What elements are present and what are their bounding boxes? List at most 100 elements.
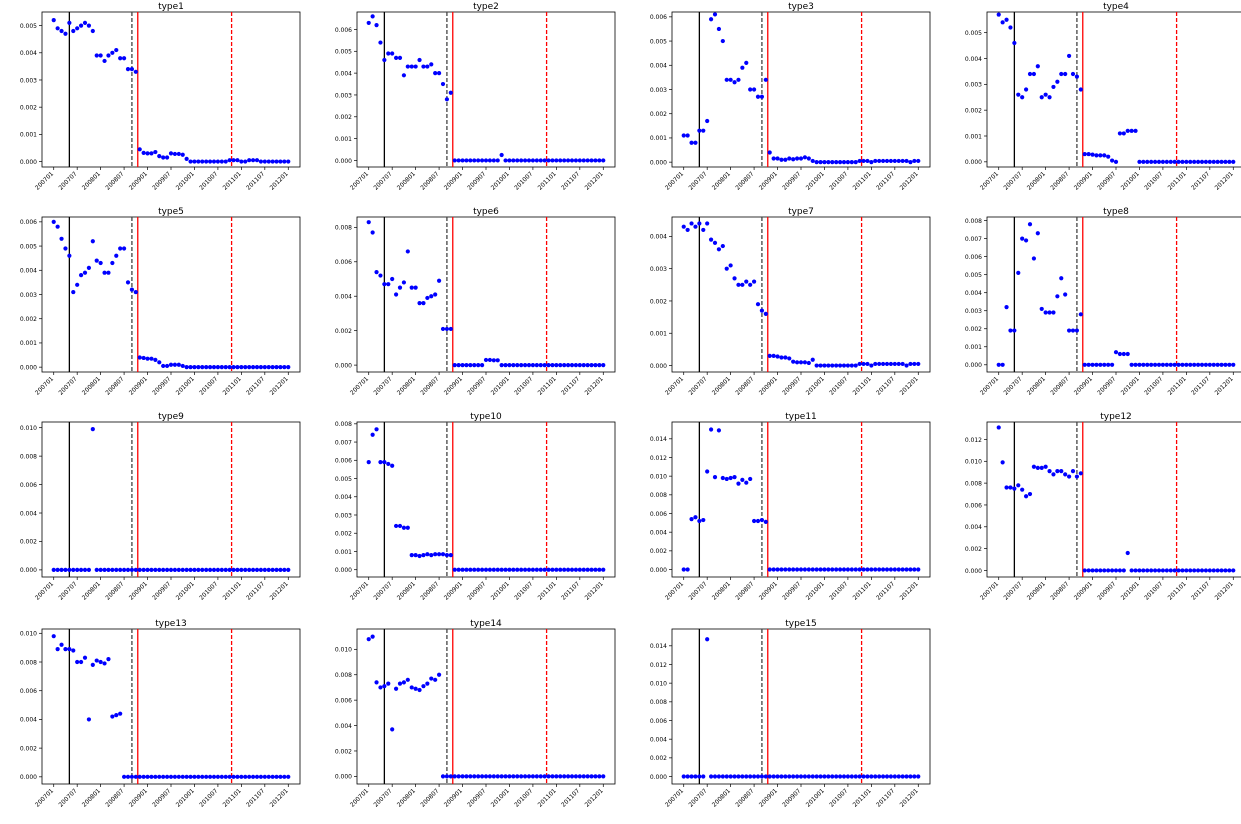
x-tick-label: 200901 <box>758 787 779 808</box>
data-point <box>235 774 240 779</box>
x-tick-label: 200901 <box>443 787 464 808</box>
data-point <box>577 774 582 779</box>
data-point <box>495 567 500 572</box>
y-tick-label: 0.004 <box>650 234 667 241</box>
data-point <box>837 363 843 368</box>
data-point <box>716 428 722 433</box>
y-tick-label: 0.005 <box>650 38 667 45</box>
data-point <box>425 64 430 69</box>
data-point <box>207 774 213 779</box>
data-point <box>262 365 267 370</box>
data-point <box>685 227 690 233</box>
data-point <box>601 363 606 368</box>
x-tick-label: 201201 <box>899 580 920 601</box>
data-point <box>243 774 248 779</box>
x-tick-label: 200701 <box>349 170 370 191</box>
data-point <box>55 646 60 652</box>
data-point <box>98 659 103 665</box>
data-point <box>826 160 831 165</box>
data-point <box>390 51 395 56</box>
data-point <box>1180 568 1185 573</box>
data-point <box>278 159 283 164</box>
data-point <box>1020 236 1025 241</box>
data-point <box>397 285 403 290</box>
y-tick-label: 0.007 <box>965 236 982 243</box>
data-point <box>1176 159 1181 164</box>
y-tick-label: 0.004 <box>965 290 982 297</box>
x-tick-label: 200907 <box>466 787 487 808</box>
data-point <box>239 365 244 370</box>
data-point <box>1117 568 1123 573</box>
x-tick-label: 200901 <box>758 580 779 601</box>
data-point <box>413 64 418 69</box>
data-point <box>1047 310 1052 315</box>
data-point <box>1016 270 1021 275</box>
plot-frame <box>356 421 616 578</box>
x-tick-label: 200701 <box>34 170 55 191</box>
data-point <box>366 220 371 225</box>
data-point <box>262 774 267 779</box>
data-point <box>1016 92 1021 97</box>
data-point <box>1176 568 1181 573</box>
chart-title: type1 <box>158 2 184 12</box>
data-point <box>176 151 181 157</box>
data-point <box>366 20 371 26</box>
data-point <box>118 56 123 61</box>
chart-title: type7 <box>788 207 814 217</box>
data-point <box>802 774 808 779</box>
data-point <box>589 774 594 779</box>
data-point <box>266 159 271 164</box>
data-point <box>1098 153 1103 158</box>
data-point <box>767 567 772 572</box>
data-point <box>546 567 551 572</box>
chart-panel-type5: type5 0.000 0.001 0.002 0.003 0.004 0.005 0.006… <box>0 205 310 410</box>
data-point <box>464 158 469 163</box>
data-point <box>1211 568 1216 573</box>
data-point <box>460 158 465 163</box>
data-point <box>1082 568 1087 573</box>
data-point <box>495 158 500 163</box>
x-tick-label: 201001 <box>175 375 196 396</box>
data-point <box>1211 159 1216 164</box>
x-tick-label: 200901 <box>1073 170 1094 191</box>
data-point <box>1031 464 1037 469</box>
data-point <box>1094 568 1099 573</box>
data-point <box>452 774 457 779</box>
chart-svg: type1 0.000 0.001 0.002 0.003 0.004 0.005 20070… <box>20 2 301 192</box>
data-point <box>421 553 426 558</box>
data-point <box>219 365 224 370</box>
data-point <box>239 567 244 572</box>
y-tick-label: 0.005 <box>335 476 352 483</box>
data-point <box>1168 568 1173 573</box>
data-point <box>82 655 88 660</box>
data-point <box>736 774 741 779</box>
data-point <box>254 158 260 163</box>
data-point <box>526 774 532 779</box>
data-point <box>522 158 528 163</box>
data-point <box>1027 71 1033 77</box>
data-point <box>393 55 399 60</box>
data-point <box>873 774 878 779</box>
data-point <box>845 160 851 165</box>
x-tick-label: 200707 <box>372 170 393 191</box>
data-point <box>744 774 749 779</box>
y-tick-label: 0.002 <box>335 114 352 121</box>
y-tick-label: 0.008 <box>650 492 667 499</box>
data-point <box>597 567 602 572</box>
data-point <box>565 363 571 368</box>
data-point <box>153 567 158 572</box>
x-tick-label: 200701 <box>349 375 370 396</box>
data-point <box>569 158 575 163</box>
data-point <box>798 360 804 365</box>
data-point <box>1188 568 1193 573</box>
data-point <box>908 567 913 572</box>
data-point <box>857 774 862 779</box>
data-point <box>880 361 886 367</box>
data-point <box>834 774 839 779</box>
data-point <box>1156 159 1162 164</box>
data-point <box>701 227 706 233</box>
data-point <box>681 567 686 572</box>
data-point <box>771 353 776 358</box>
data-point <box>581 567 586 572</box>
data-point <box>75 659 80 665</box>
